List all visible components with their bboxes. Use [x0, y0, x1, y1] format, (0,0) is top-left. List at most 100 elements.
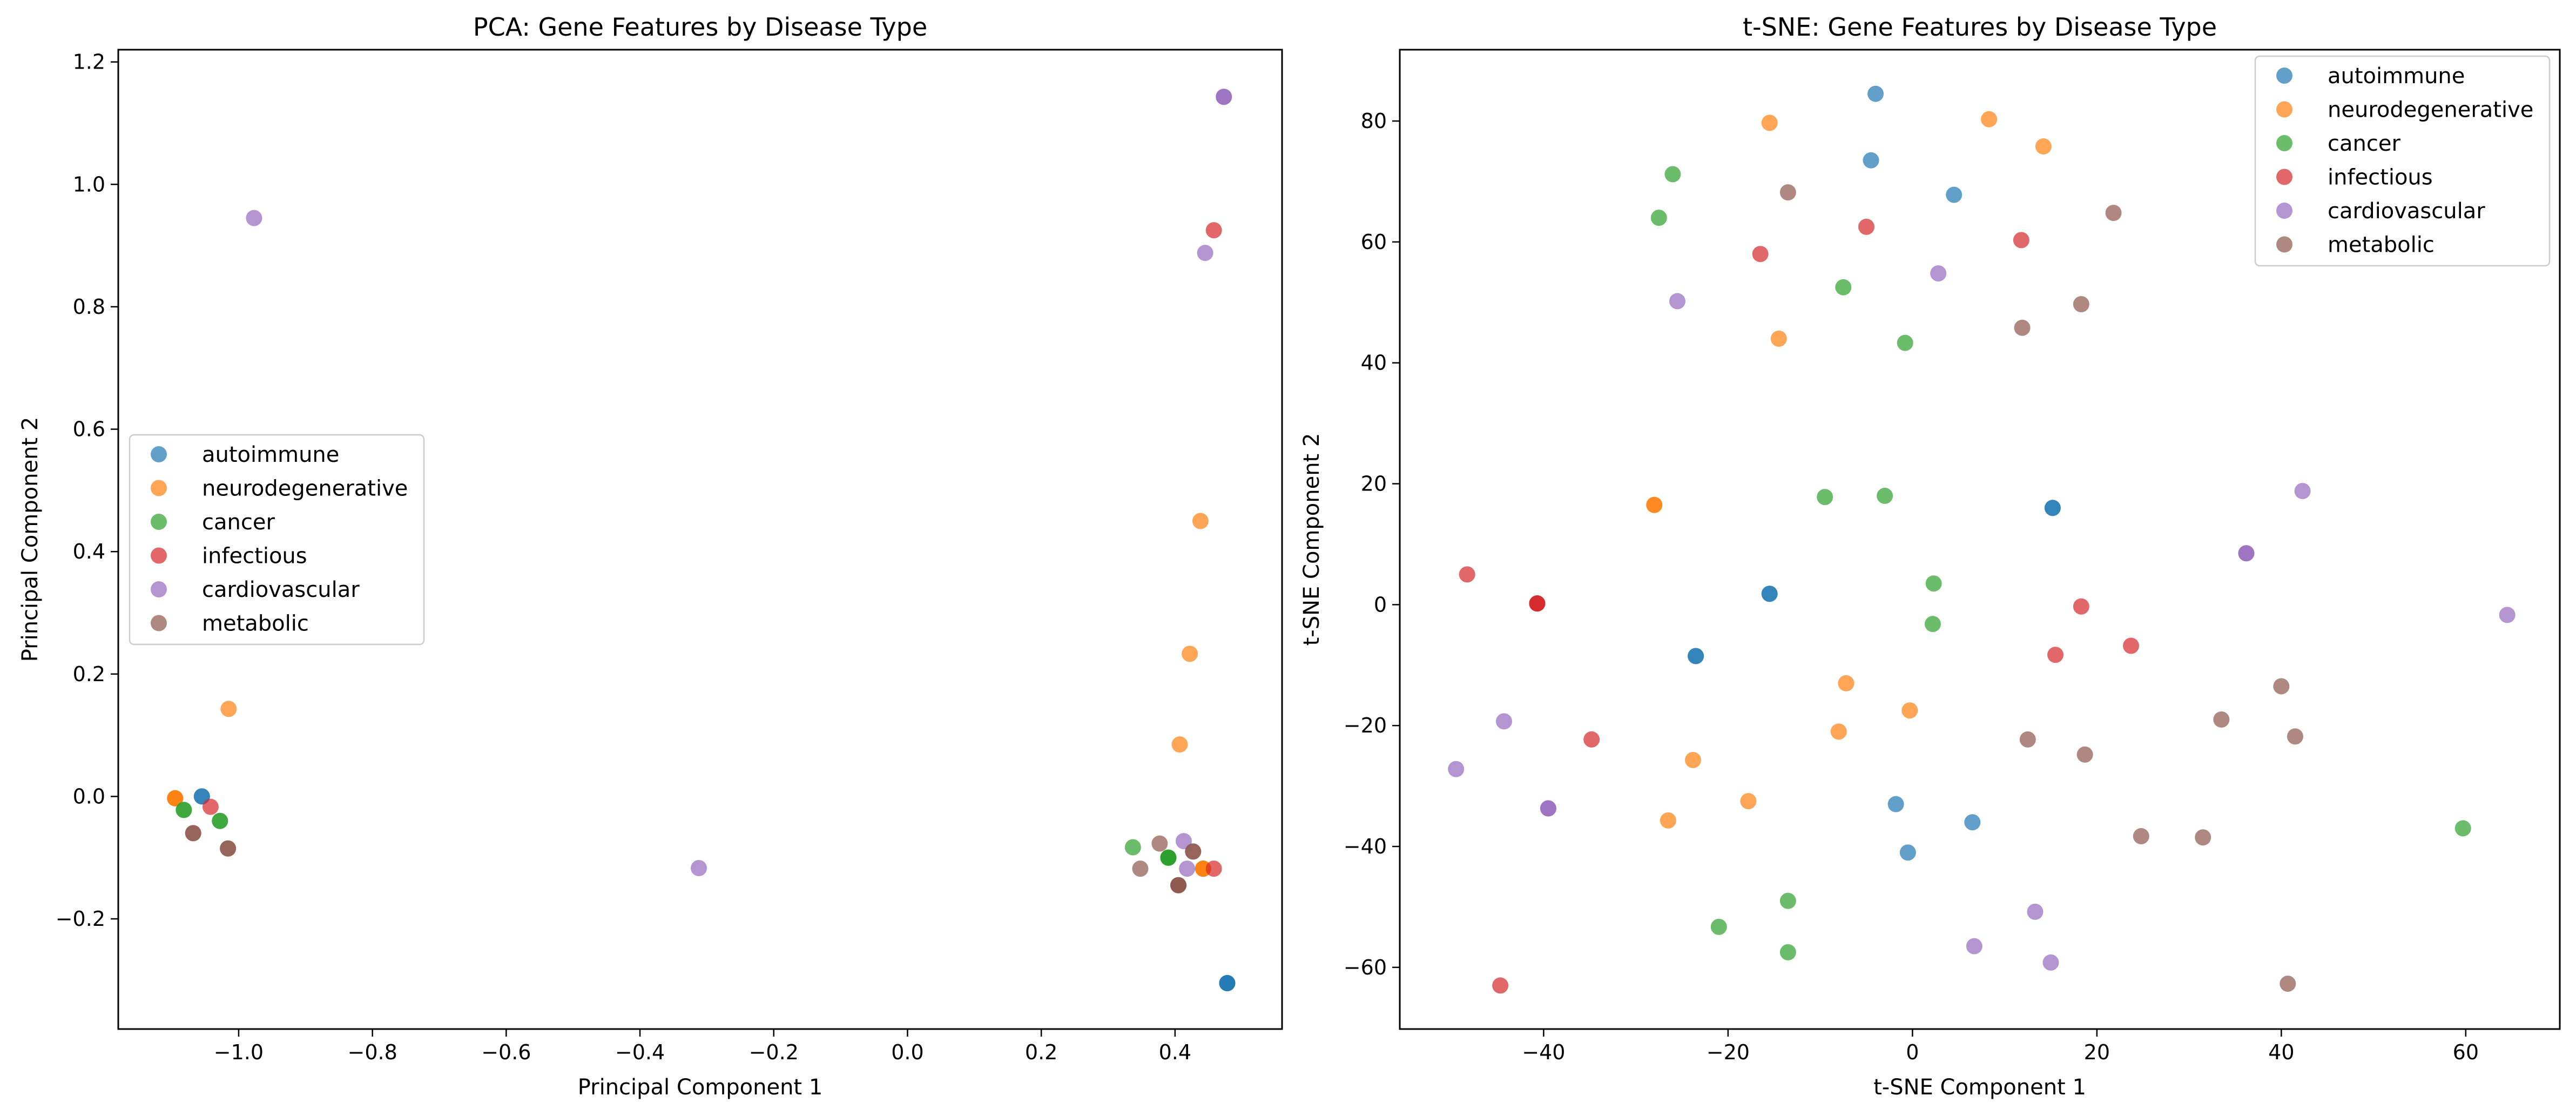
pca-point-cancer: [1124, 839, 1141, 856]
tsne-legend-label-neurodegenerative: neurodegenerative: [2328, 98, 2533, 123]
tsne-point-cardiovascular: [1495, 713, 1512, 730]
tsne-y-tick-label: −20: [1344, 714, 1387, 737]
pca-x-tick-label: −1.0: [214, 1040, 264, 1064]
tsne-x-tick-label: 40: [2268, 1040, 2294, 1064]
tsne-point-cardiovascular: [1930, 265, 1947, 282]
tsne-point-metabolic: [2287, 728, 2303, 745]
tsne-legend-label-cardiovascular: cardiovascular: [2328, 199, 2485, 224]
pca-point-cardiovascular: [246, 210, 262, 226]
pca-legend-label-neurodegenerative: neurodegenerative: [202, 476, 408, 501]
pca-point-neurodegenerative: [1192, 513, 1209, 529]
tsne-point-metabolic: [2105, 205, 2122, 221]
tsne-legend-label-autoimmune: autoimmune: [2328, 64, 2465, 89]
tsne-point-infectious: [1583, 731, 1600, 748]
tsne-y-tick-label: 40: [1361, 351, 1387, 375]
pca-point-neurodegenerative: [1182, 646, 1198, 662]
tsne-point-infectious: [2013, 232, 2029, 248]
tsne-chart-title: t-SNE: Gene Features by Disease Type: [1743, 12, 2217, 42]
tsne-point-infectious: [1752, 246, 1769, 263]
tsne-legend-label-cancer: cancer: [2328, 131, 2400, 156]
tsne-x-tick-label: −40: [1522, 1040, 1565, 1064]
pca-point-cancer: [1160, 849, 1177, 866]
pca-point-infectious: [202, 798, 219, 815]
tsne-x-tick-label: 0: [1906, 1040, 1919, 1064]
pca-y-tick-label: 0.6: [73, 418, 105, 441]
pca-y-tick-label: 1.2: [73, 50, 105, 74]
tsne-point-metabolic: [2019, 731, 2036, 748]
tsne-point-autoimmune: [1863, 152, 1879, 169]
tsne-point-neurodegenerative: [1740, 793, 1757, 810]
pca-legend-box: [129, 434, 425, 646]
tsne-legend-marker-cardiovascular: [2276, 203, 2292, 219]
tsne-point-neurodegenerative: [1838, 675, 1855, 691]
pca-legend-label-metabolic: metabolic: [202, 611, 309, 636]
tsne-x-tick-label: −20: [1707, 1040, 1750, 1064]
tsne-point-metabolic: [2213, 711, 2230, 728]
tsne-point-cancer: [1817, 489, 1833, 506]
tsne-y-axis-label: t-SNE Component 2: [1299, 433, 1324, 646]
tsne-y-tick-label: 20: [1361, 472, 1387, 496]
pca-y-tick-label: 0.0: [73, 784, 105, 808]
pca-point-metabolic: [1185, 843, 1202, 860]
tsne-point-cancer: [1779, 892, 1796, 909]
tsne-point-cardiovascular: [1540, 800, 1556, 817]
tsne-y-tick-label: 80: [1361, 109, 1387, 133]
tsne-x-tick-label: 60: [2453, 1040, 2479, 1064]
pca-x-tick-label: 0.2: [1025, 1040, 1057, 1064]
pca-point-infectious: [1205, 860, 1222, 877]
tsne-legend-marker-autoimmune: [2276, 68, 2292, 84]
tsne-point-cancer: [2454, 820, 2471, 837]
pca-point-cardiovascular: [1175, 833, 1192, 850]
pca-point-metabolic: [1132, 860, 1149, 877]
pca-legend: autoimmune neurodegenerative cancer infecti…: [129, 434, 425, 646]
tsne-point-metabolic: [2273, 678, 2290, 695]
tsne-point-infectious: [2047, 647, 2064, 663]
pca-legend-label-infectious: infectious: [202, 544, 307, 569]
tsne-point-infectious: [1858, 218, 1874, 235]
tsne-point-metabolic: [2133, 828, 2149, 844]
tsne-point-autoimmune: [1946, 186, 1963, 203]
pca-point-cardiovascular: [1197, 245, 1213, 261]
tsne-point-neurodegenerative: [1660, 812, 1676, 829]
tsne-point-cancer: [1710, 918, 1727, 935]
tsne-point-cancer: [1877, 487, 1893, 504]
tsne-point-infectious: [1529, 595, 1546, 612]
pca-point-neurodegenerative: [220, 701, 237, 717]
tsne-point-neurodegenerative: [1830, 723, 1847, 740]
pca-legend-marker-cardiovascular: [151, 581, 167, 597]
pca-y-tick-label: 0.4: [73, 540, 105, 563]
pca-chart-title: PCA: Gene Features by Disease Type: [473, 12, 927, 42]
pca-point-cardiovascular: [691, 859, 707, 876]
tsne-point-metabolic: [2014, 319, 2031, 336]
tsne-legend-label-metabolic: metabolic: [2328, 233, 2435, 258]
tsne-point-autoimmune: [1899, 844, 1916, 861]
tsne-y-tick-label: −40: [1344, 835, 1387, 858]
pca-point-metabolic: [185, 825, 201, 842]
tsne-point-neurodegenerative: [1761, 115, 1778, 131]
tsne-point-cancer: [1925, 575, 1942, 592]
tsne-legend-box: [2254, 55, 2551, 267]
pca-point-metabolic: [1170, 877, 1187, 893]
pca-y-tick-label: 0.8: [73, 295, 105, 319]
tsne-legend-marker-metabolic: [2276, 236, 2292, 253]
pca-legend-marker-cancer: [151, 514, 167, 530]
tsne-legend-marker-cancer: [2276, 135, 2292, 151]
tsne-legend: autoimmune neurodegenerative cancer infecti…: [2254, 55, 2551, 267]
tsne-point-neurodegenerative: [1770, 330, 1787, 347]
tsne-point-cardiovascular: [2238, 545, 2255, 562]
tsne-point-cancer: [1835, 279, 1852, 295]
pca-x-tick-label: −0.8: [347, 1040, 397, 1064]
tsne-point-neurodegenerative: [1684, 751, 1701, 768]
tsne-point-autoimmune: [1887, 796, 1904, 812]
tsne-point-infectious: [2073, 598, 2089, 615]
tsne-point-cardiovascular: [2042, 954, 2059, 971]
pca-legend-marker-neurodegenerative: [151, 480, 167, 496]
tsne-y-tick-label: 0: [1374, 593, 1387, 616]
pca-point-cancer: [176, 802, 192, 818]
tsne-point-metabolic: [2280, 976, 2296, 992]
tsne-point-metabolic: [2073, 296, 2089, 313]
pca-point-cancer: [212, 812, 228, 829]
tsne-point-neurodegenerative: [1981, 111, 1998, 127]
pca-point-cardiovascular: [1179, 860, 1196, 877]
tsne-point-neurodegenerative: [1901, 702, 1918, 719]
